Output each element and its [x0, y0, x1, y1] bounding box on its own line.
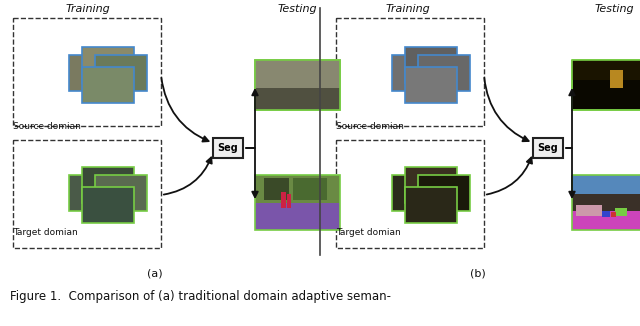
Bar — [533, 138, 563, 158]
Bar — [264, 178, 289, 200]
Bar — [69, 55, 121, 91]
Bar — [611, 70, 623, 87]
Bar — [255, 202, 340, 230]
Bar — [13, 18, 161, 126]
Text: Source domian: Source domian — [336, 122, 404, 131]
Text: Seg: Seg — [218, 143, 238, 153]
Text: Target domian: Target domian — [336, 228, 401, 237]
Bar — [287, 194, 291, 208]
Text: Training: Training — [66, 4, 110, 14]
Text: Testing: Testing — [277, 4, 317, 14]
Bar — [418, 175, 470, 211]
Bar — [82, 47, 134, 83]
Bar — [405, 47, 457, 83]
Text: Source domian: Source domian — [13, 122, 81, 131]
Bar — [95, 55, 147, 91]
Bar — [572, 211, 640, 230]
Bar — [405, 167, 457, 203]
Bar — [611, 212, 616, 217]
Bar — [255, 60, 340, 110]
Text: Seg: Seg — [538, 143, 558, 153]
Bar — [572, 60, 640, 110]
Bar — [576, 205, 602, 216]
Text: Training: Training — [386, 4, 430, 14]
Text: (b): (b) — [470, 268, 486, 278]
Bar — [572, 60, 640, 110]
Bar — [614, 208, 627, 216]
Bar — [255, 175, 340, 230]
Bar — [13, 140, 161, 248]
Bar — [392, 175, 444, 211]
Bar — [69, 175, 121, 211]
Bar — [572, 175, 640, 194]
Bar — [336, 18, 484, 126]
Bar — [82, 187, 134, 223]
Bar — [82, 167, 134, 203]
Bar — [255, 87, 340, 110]
Bar — [255, 60, 340, 110]
Text: (a): (a) — [147, 268, 163, 278]
Bar — [336, 140, 484, 248]
Bar — [572, 194, 640, 211]
Bar — [255, 60, 340, 87]
Bar — [572, 175, 640, 230]
Bar — [602, 211, 611, 217]
Bar — [213, 138, 243, 158]
Bar — [572, 60, 640, 80]
Text: Testing: Testing — [594, 4, 634, 14]
Bar — [82, 67, 134, 103]
Text: Target domian: Target domian — [13, 228, 77, 237]
Bar — [392, 55, 444, 91]
Bar — [280, 191, 285, 208]
Bar — [95, 175, 147, 211]
Bar — [405, 67, 457, 103]
Bar — [293, 178, 327, 200]
Bar — [418, 55, 470, 91]
Text: Figure 1.  Comparison of (a) traditional domain adaptive seman-: Figure 1. Comparison of (a) traditional … — [10, 290, 391, 303]
Bar — [405, 187, 457, 223]
Bar — [255, 175, 340, 202]
